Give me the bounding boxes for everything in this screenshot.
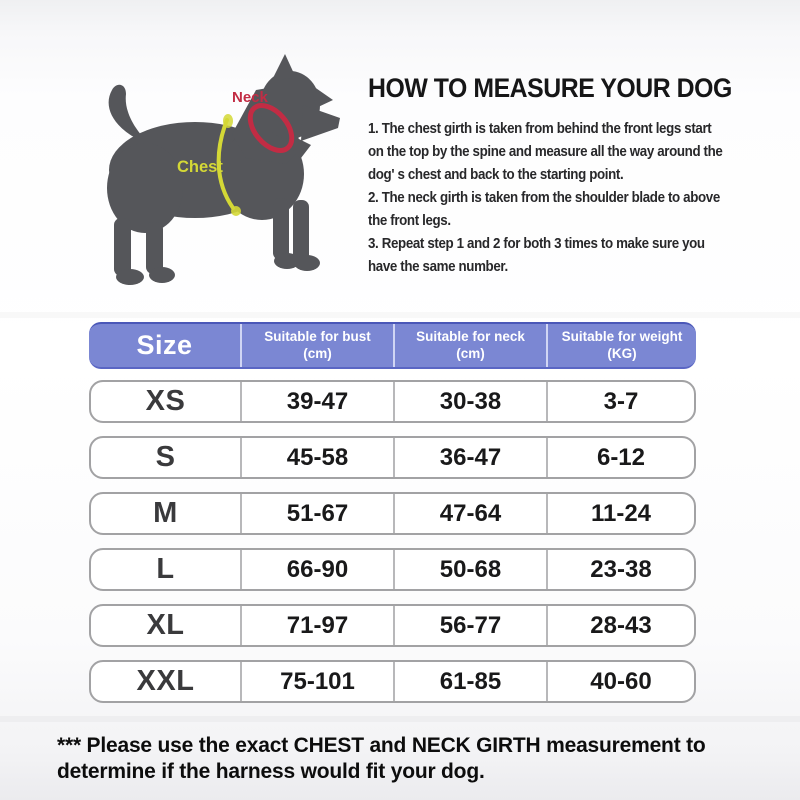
dog-front-foot-near xyxy=(294,255,320,271)
size-chart-header-row: Size Suitable for bust (cm) Suitable for… xyxy=(89,322,696,369)
neck-cell: 30-38 xyxy=(393,382,546,421)
size-cell: XS xyxy=(145,385,186,417)
weight-cell: 40-60 xyxy=(546,662,694,701)
table-row-xxl: XXL 75-101 61-85 40-60 xyxy=(89,660,696,703)
header-cell-size: Size xyxy=(89,324,240,367)
instruction-line: 2. The neck girth is taken from the shou… xyxy=(368,190,720,206)
dog-rear-foot-far xyxy=(116,269,144,285)
measuring-guide: HOW TO MEASURE YOUR DOG 1. The chest gir… xyxy=(368,72,773,279)
dog-rear-leg-near xyxy=(146,222,163,274)
neck-cell: 61-85 xyxy=(393,662,546,701)
chest-girth-highlight-bottom xyxy=(231,206,241,216)
fit-note-line: *** Please use the exact CHEST and NECK … xyxy=(57,734,706,757)
page-title: HOW TO MEASURE YOUR DOG xyxy=(368,73,732,103)
size-cell: S xyxy=(155,441,176,473)
fit-note: *** Please use the exact CHEST and NECK … xyxy=(57,733,706,785)
measuring-instructions: 1. The chest girth is taken from behind … xyxy=(368,118,773,279)
neck-cell: 36-47 xyxy=(393,438,546,477)
size-cell: M xyxy=(153,497,178,529)
header-bust-title: Suitable for bust xyxy=(264,329,371,345)
neck-label: Neck xyxy=(232,89,269,106)
header-cell-neck: Suitable for neck (cm) xyxy=(393,324,546,367)
header-weight-unit: (KG) xyxy=(607,345,637,361)
instruction-line: 1. The chest girth is taken from behind … xyxy=(368,121,712,137)
neck-cell: 47-64 xyxy=(393,494,546,533)
table-row-xs: XS 39-47 30-38 3-7 xyxy=(89,380,696,423)
chest-label: Chest xyxy=(177,158,223,176)
neck-cell: 56-77 xyxy=(393,606,546,645)
size-cell: L xyxy=(156,553,175,585)
dog-silhouette-illustration: Neck Chest xyxy=(107,54,340,285)
chest-girth-line xyxy=(216,118,235,210)
size-cell: XL xyxy=(146,609,185,641)
neck-cell: 50-68 xyxy=(393,550,546,589)
background-streak xyxy=(0,716,800,722)
table-row-l: L 66-90 50-68 23-38 xyxy=(89,548,696,591)
background-streak xyxy=(0,312,800,318)
dog-silhouette xyxy=(107,54,340,285)
dog-muzzle-shape xyxy=(301,105,340,141)
dog-front-leg-near xyxy=(293,200,309,262)
size-chart-table: Size Suitable for bust (cm) Suitable for… xyxy=(89,322,696,703)
bust-cell: 75-101 xyxy=(240,662,393,701)
header-weight-title: Suitable for weight xyxy=(561,329,683,345)
dog-left-ear-shape xyxy=(272,54,296,80)
dog-measurement-diagram: Neck Chest xyxy=(90,50,350,295)
header-cell-weight: Suitable for weight (KG) xyxy=(546,324,696,367)
size-cell: XXL xyxy=(136,665,195,697)
weight-cell: 28-43 xyxy=(546,606,694,645)
bust-cell: 45-58 xyxy=(240,438,393,477)
table-row-xl: XL 71-97 56-77 28-43 xyxy=(89,604,696,647)
header-bust-unit: (cm) xyxy=(303,345,332,361)
dog-hindquarters-shape xyxy=(107,143,183,233)
header-cell-bust: Suitable for bust (cm) xyxy=(240,324,393,367)
dog-rear-foot-near xyxy=(149,267,175,283)
dog-tail-shape xyxy=(108,84,148,143)
dog-front-leg-far xyxy=(273,198,289,260)
header-neck-title: Suitable for neck xyxy=(416,329,525,345)
bust-cell: 71-97 xyxy=(240,606,393,645)
table-row-s: S 45-58 36-47 6-12 xyxy=(89,436,696,479)
header-size-label: Size xyxy=(136,330,193,360)
instruction-line: the front legs. xyxy=(368,213,451,229)
chest-girth-highlight-top xyxy=(223,114,233,128)
header-neck-unit: (cm) xyxy=(456,345,485,361)
dog-jaw-shape xyxy=(292,136,311,158)
instruction-line: dog' s chest and back to the starting po… xyxy=(368,167,624,183)
bust-cell: 66-90 xyxy=(240,550,393,589)
instruction-line: have the same number. xyxy=(368,259,508,275)
bust-cell: 51-67 xyxy=(240,494,393,533)
table-row-m: M 51-67 47-64 11-24 xyxy=(89,492,696,535)
instruction-line: on the top by the spine and measure all … xyxy=(368,144,723,160)
weight-cell: 3-7 xyxy=(546,382,694,421)
weight-cell: 23-38 xyxy=(546,550,694,589)
fit-note-line: determine if the harness would fit your … xyxy=(57,760,485,783)
dog-right-ear-shape xyxy=(310,84,333,108)
weight-cell: 6-12 xyxy=(546,438,694,477)
weight-cell: 11-24 xyxy=(546,494,694,533)
neck-girth-ring xyxy=(247,103,295,153)
instruction-line: 3. Repeat step 1 and 2 for both 3 times … xyxy=(368,236,705,252)
bust-cell: 39-47 xyxy=(240,382,393,421)
dog-rear-leg-far xyxy=(114,218,131,276)
